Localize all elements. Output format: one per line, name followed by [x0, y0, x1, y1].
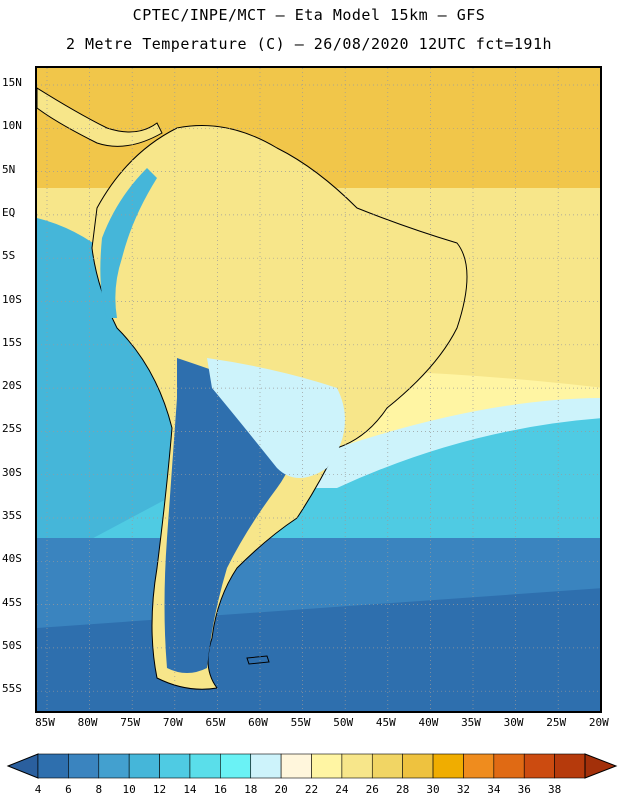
lat-lon-grid	[37, 68, 600, 711]
colorbar-min-arrow	[6, 753, 39, 779]
map-canvas	[37, 68, 600, 711]
colorbar-tick-label: 24	[335, 783, 349, 796]
lon-label: 25W	[546, 716, 567, 729]
lon-label: 65W	[205, 716, 226, 729]
colorbar-bin	[159, 753, 191, 779]
colorbar-tick-label: 6	[65, 783, 72, 796]
lat-label: 50S	[2, 638, 22, 652]
colorbar-max-arrow	[584, 753, 618, 779]
temperature-map	[35, 66, 602, 713]
colorbar-bin	[432, 753, 464, 779]
lon-label: 80W	[77, 716, 98, 729]
lon-label: 75W	[120, 716, 141, 729]
lat-label: 10S	[2, 292, 22, 306]
colorbar-tick-label: 36	[517, 783, 531, 796]
colorbar-bin	[341, 753, 373, 779]
lon-label: 50W	[333, 716, 354, 729]
colorbar-tick-label: 30	[426, 783, 440, 796]
lat-label: 15N	[2, 76, 22, 89]
lon-label: 70W	[162, 716, 183, 729]
colorbar-bin	[250, 753, 282, 779]
colorbar-bin	[463, 753, 495, 779]
colorbar-tick-label: 38	[547, 783, 562, 796]
lon-label: 55W	[290, 716, 311, 729]
lat-label: 5S	[2, 249, 16, 263]
colorbar-bin	[37, 753, 69, 779]
colorbar-tick-label: 4	[34, 783, 42, 796]
lat-label: 5N	[2, 162, 16, 176]
lat-label: 25S	[2, 422, 22, 436]
lon-label: 60W	[248, 716, 268, 729]
map-title-line2: 2 Metre Temperature (C) – 26/08/2020 12U…	[65, 35, 553, 53]
lat-label: EQ	[2, 205, 16, 219]
colorbar-bin	[554, 753, 586, 779]
colorbar-bin	[402, 753, 434, 779]
colorbar-tick-label: 32	[456, 783, 471, 796]
colorbar-tick-label: 26	[365, 783, 379, 796]
colorbar-tick-label: 20	[274, 783, 288, 796]
colorbar-bin	[68, 753, 100, 779]
colorbar-tick-label: 14	[183, 783, 197, 796]
colorbar-bin	[128, 753, 160, 779]
colorbar-tick-label: 18	[244, 783, 258, 796]
colorbar-bin	[220, 753, 252, 779]
colorbar-bin	[98, 753, 130, 779]
lat-label: 40S	[2, 552, 22, 566]
lon-label: 40W	[418, 716, 439, 729]
lat-label: 20S	[2, 379, 22, 393]
colorbar-bin	[280, 753, 312, 779]
colorbar-bin	[189, 753, 221, 779]
colorbar-tick-label: 16	[213, 783, 227, 796]
lat-label: 15S	[2, 335, 22, 349]
colorbar-tick-label: 28	[396, 783, 410, 796]
lon-label: 35W	[461, 716, 481, 729]
lon-label: 20W	[588, 716, 609, 729]
lon-label: 30W	[503, 716, 524, 729]
central-america-land	[37, 87, 163, 147]
colorbar-bin	[371, 753, 403, 779]
colorbar-tick-label: 34	[487, 783, 501, 796]
lat-label: 35S	[2, 509, 22, 522]
lat-label: 45S	[2, 595, 22, 609]
andes-cold-strip	[100, 168, 157, 318]
lat-label: 10N	[2, 119, 22, 133]
falkland-islands	[246, 655, 270, 665]
colorbar-tick-label: 10	[122, 783, 136, 796]
colorbar-tick-label: 12	[152, 783, 167, 796]
colorbar-bin	[523, 753, 555, 779]
map-title-line1: CPTEC/INPE/MCT – Eta Model 15km – GFS	[132, 6, 486, 24]
lat-label: 55S	[2, 682, 22, 696]
colorbar-tick-label: 8	[95, 783, 103, 796]
lon-label: 45W	[375, 716, 396, 729]
lon-label: 85W	[35, 716, 55, 729]
colorbar-tick-label: 22	[304, 783, 319, 796]
colorbar-bin	[311, 753, 343, 779]
colorbar-bin	[493, 753, 525, 779]
lat-label: 30S	[2, 465, 22, 479]
temperature-colorbar	[6, 753, 618, 779]
